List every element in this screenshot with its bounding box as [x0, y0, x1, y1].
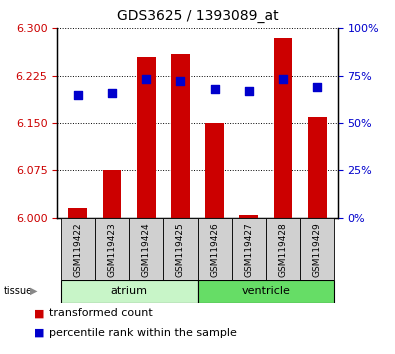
- Text: ■: ■: [34, 308, 45, 318]
- Bar: [129, 218, 163, 280]
- Bar: [198, 218, 232, 280]
- Bar: [163, 218, 198, 280]
- Bar: [198, 280, 334, 303]
- Text: GSM119427: GSM119427: [244, 223, 253, 278]
- Bar: [68, 208, 87, 218]
- Text: GSM119422: GSM119422: [73, 223, 82, 277]
- Text: atrium: atrium: [111, 286, 148, 296]
- Point: [211, 86, 218, 92]
- Bar: [205, 123, 224, 218]
- Point: [143, 76, 149, 82]
- Bar: [232, 218, 266, 280]
- Bar: [61, 218, 95, 280]
- Text: GSM119424: GSM119424: [142, 223, 151, 277]
- Text: GDS3625 / 1393089_at: GDS3625 / 1393089_at: [117, 9, 278, 23]
- Bar: [266, 218, 300, 280]
- Text: percentile rank within the sample: percentile rank within the sample: [49, 328, 237, 338]
- Text: GSM119423: GSM119423: [107, 223, 117, 278]
- Text: GSM119426: GSM119426: [210, 223, 219, 278]
- Point: [314, 84, 320, 90]
- Text: GSM119428: GSM119428: [278, 223, 288, 278]
- Bar: [300, 218, 334, 280]
- Text: transformed count: transformed count: [49, 308, 153, 318]
- Text: ▶: ▶: [30, 286, 37, 296]
- Bar: [239, 215, 258, 218]
- Text: ventricle: ventricle: [241, 286, 290, 296]
- Bar: [137, 57, 156, 218]
- Bar: [103, 170, 121, 218]
- Point: [280, 76, 286, 82]
- Point: [75, 92, 81, 97]
- Bar: [95, 218, 129, 280]
- Point: [246, 88, 252, 94]
- Text: GSM119425: GSM119425: [176, 223, 185, 278]
- Bar: [274, 38, 292, 218]
- Text: ■: ■: [34, 328, 45, 338]
- Text: GSM119429: GSM119429: [313, 223, 322, 278]
- Text: tissue: tissue: [4, 286, 33, 296]
- Point: [109, 90, 115, 96]
- Point: [177, 79, 184, 84]
- Bar: [308, 117, 327, 218]
- Bar: [171, 53, 190, 218]
- Bar: [61, 280, 198, 303]
